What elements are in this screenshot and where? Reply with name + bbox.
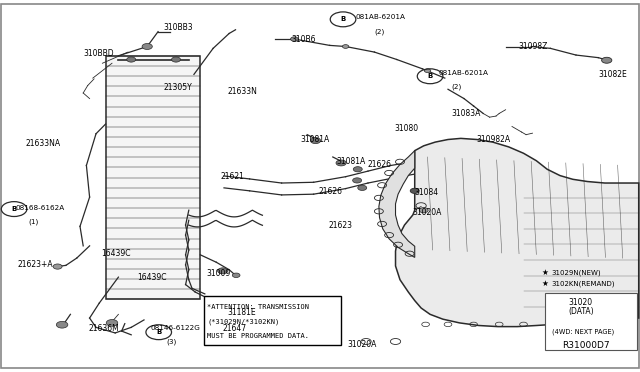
Text: 310BBD: 310BBD: [83, 49, 114, 58]
Text: 310982A: 310982A: [477, 135, 511, 144]
Text: 31081A: 31081A: [336, 157, 365, 166]
Text: 21626: 21626: [318, 187, 342, 196]
Text: 31084: 31084: [414, 188, 438, 197]
Circle shape: [142, 44, 152, 49]
Text: 21623: 21623: [328, 221, 352, 230]
Text: 31098Z: 31098Z: [518, 42, 548, 51]
Text: 3102KN(REMAND): 3102KN(REMAND): [552, 280, 615, 287]
Bar: [232, 323, 244, 329]
Text: 31009: 31009: [206, 269, 230, 278]
Bar: [545, 293, 637, 350]
Bar: [239, 307, 253, 313]
Text: 31081A: 31081A: [301, 135, 330, 144]
Text: (2): (2): [451, 83, 461, 90]
Text: 31029N(NEW): 31029N(NEW): [552, 269, 602, 276]
Text: ★: ★: [542, 268, 548, 277]
Text: 16439C: 16439C: [101, 249, 131, 258]
Text: 16439C: 16439C: [138, 273, 167, 282]
Text: B: B: [156, 329, 161, 335]
Text: 31020A: 31020A: [348, 340, 377, 349]
Circle shape: [172, 57, 180, 62]
Circle shape: [602, 57, 612, 63]
Text: 31181E: 31181E: [228, 308, 257, 317]
Text: 21621: 21621: [221, 172, 244, 181]
Text: 21633NA: 21633NA: [26, 139, 61, 148]
Bar: [204, 296, 341, 345]
Circle shape: [410, 188, 419, 193]
Text: 31020: 31020: [568, 298, 593, 307]
Text: 310BB3: 310BB3: [163, 23, 193, 32]
Circle shape: [218, 268, 228, 274]
Text: 08146-6122G: 08146-6122G: [150, 325, 200, 331]
Text: *ATTENTION: TRANSMISSION: *ATTENTION: TRANSMISSION: [207, 304, 309, 310]
Text: 08168-6162A: 08168-6162A: [16, 205, 65, 211]
Text: 31082E: 31082E: [598, 70, 627, 79]
Text: (1): (1): [29, 218, 39, 225]
Circle shape: [232, 273, 240, 278]
Circle shape: [127, 57, 136, 62]
Text: 21305Y: 21305Y: [163, 83, 192, 92]
Circle shape: [56, 321, 68, 328]
Circle shape: [424, 69, 431, 73]
Circle shape: [358, 185, 367, 190]
Text: (*31029N/*3102KN): (*31029N/*3102KN): [207, 318, 280, 325]
Text: 310B6: 310B6: [291, 35, 316, 44]
Circle shape: [353, 178, 362, 183]
Text: 31080: 31080: [395, 124, 419, 133]
Text: (DATA): (DATA): [568, 307, 594, 316]
Polygon shape: [396, 138, 639, 327]
Text: 21623+A: 21623+A: [18, 260, 54, 269]
Circle shape: [336, 160, 346, 166]
Circle shape: [419, 208, 428, 213]
Circle shape: [291, 37, 298, 41]
Text: B: B: [428, 73, 433, 79]
Text: (3): (3): [166, 338, 177, 345]
Text: 21636M: 21636M: [88, 324, 119, 333]
Polygon shape: [379, 151, 415, 257]
Circle shape: [353, 167, 362, 172]
Text: MUST BE PROGRAMMED DATA.: MUST BE PROGRAMMED DATA.: [207, 333, 309, 339]
Text: 21633N: 21633N: [227, 87, 257, 96]
Text: 21626: 21626: [368, 160, 392, 169]
Text: 21647: 21647: [222, 324, 246, 333]
Text: ★: ★: [542, 279, 548, 288]
Text: 31083A: 31083A: [451, 109, 481, 118]
Circle shape: [53, 264, 62, 269]
Text: R31000D7: R31000D7: [562, 341, 609, 350]
Text: B: B: [12, 206, 17, 212]
Text: 081AB-6201A: 081AB-6201A: [355, 14, 405, 20]
Circle shape: [310, 138, 321, 144]
Circle shape: [106, 320, 118, 326]
Text: 081AB-6201A: 081AB-6201A: [438, 70, 488, 76]
Text: (2): (2): [374, 28, 385, 35]
Text: B: B: [340, 16, 346, 22]
Circle shape: [342, 45, 349, 48]
Text: 31020A: 31020A: [413, 208, 442, 217]
Text: (4WD: NEXT PAGE): (4WD: NEXT PAGE): [552, 328, 614, 335]
Bar: [106, 56, 200, 299]
